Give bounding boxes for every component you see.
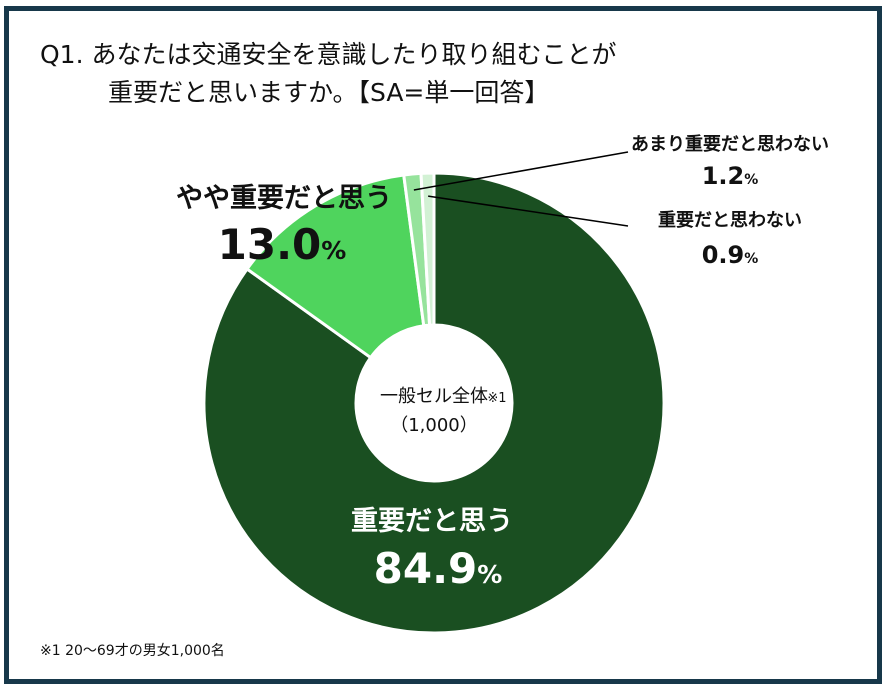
slice-0	[202, 171, 666, 635]
value-label-3: 0.9%	[702, 241, 759, 269]
title-line-1: Q1. あなたは交通安全を意識したり取り組むことが	[40, 40, 617, 69]
leader-line-3	[428, 195, 629, 227]
chart-title: Q1. あなたは交通安全を意識したり取り組むことが 重要だと思いますか。【SA=…	[40, 36, 616, 112]
title-line-2: 重要だと思いますか。【SA=単一回答】	[108, 78, 550, 107]
value-label-0: 84.9%	[374, 544, 503, 593]
category-label-1: やや重要だと思う	[176, 183, 392, 214]
category-label-2: あまり重要だと思わない	[631, 133, 829, 155]
slice-1	[244, 173, 426, 360]
center-count: （1,000）	[390, 415, 478, 436]
center-label: 一般セル全体	[380, 386, 488, 407]
footnote: ※1 20～69才の男女1,000名	[40, 643, 225, 659]
value-label-2: 1.2%	[702, 162, 759, 190]
center-note: ※1	[487, 391, 506, 406]
category-label-3: 重要だと思わない	[658, 209, 802, 231]
leader-line-2	[413, 151, 629, 191]
slice-3	[419, 171, 436, 327]
value-label-1: 13.0%	[218, 220, 347, 269]
category-label-0: 重要だと思う	[351, 506, 513, 537]
